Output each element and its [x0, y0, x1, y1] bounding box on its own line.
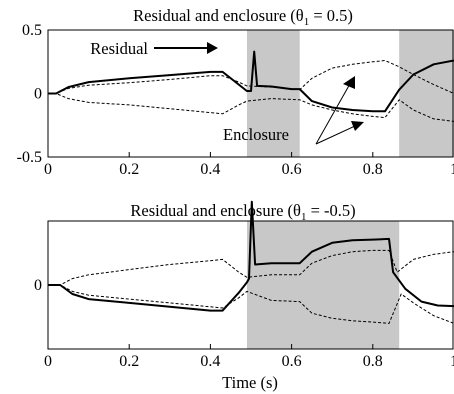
top-y-tick-label-0: -0.5 [17, 149, 42, 166]
bottom-shaded-intervals [246, 221, 400, 349]
bottom-x-tick-label-3: 0.6 [282, 353, 302, 370]
bottom-x-tick-label-2: 0.4 [200, 353, 220, 370]
top-x-tick-label-0: 0 [44, 161, 52, 178]
bottom-panel: Residual and enclosure (θ1 = -0.5) 0 0.2 0… [34, 200, 454, 370]
bottom-y-tick-label-0: 0 [34, 277, 42, 294]
residual-annotation: Residual [90, 39, 148, 58]
bottom-x-tick-label-1: 0.2 [119, 353, 139, 370]
bottom-ticks: 0 0.2 0.4 0.6 0.8 1 0 [34, 277, 454, 370]
bottom-residual-line [48, 200, 454, 312]
enclosure-arrow-upper [315, 81, 352, 145]
bottom-series-lines [48, 200, 454, 324]
top-x-tick-label-1: 0.2 [119, 161, 139, 178]
x-axis-label: Time (s) [222, 373, 278, 392]
bottom-panel-title: Residual and enclosure (θ1 = -0.5) [130, 201, 355, 223]
enclosure-annotation: Enclosure [223, 125, 289, 144]
top-enclosure-upper-line [48, 60, 454, 94]
top-panel: Residual and enclosure (θ1 = 0.5) 0 0.2 0.… [17, 6, 454, 178]
top-y-tick-label-2: 0.5 [22, 22, 42, 39]
bottom-enclosure-upper-line [48, 249, 454, 286]
top-x-tick-label-5: 1 [450, 161, 454, 178]
top-enclosure-lower-line [48, 93, 454, 122]
enclosure-arrow-lower [315, 125, 356, 145]
top-panel-title: Residual and enclosure (θ1 = 0.5) [133, 6, 353, 28]
top-ticks: 0 0.2 0.4 0.6 0.8 1-0.500.5 [17, 22, 454, 178]
top-x-tick-label-3: 0.6 [282, 161, 302, 178]
top-x-tick-label-2: 0.4 [200, 161, 220, 178]
top-shaded-interval-0 [246, 30, 300, 157]
residual-arrowhead [207, 42, 218, 54]
bottom-enclosure-lower-line [48, 284, 454, 324]
bottom-shaded-interval-0 [246, 221, 400, 349]
top-y-tick-label-1: 0 [34, 86, 42, 103]
top-x-tick-label-4: 0.8 [363, 161, 383, 178]
top-annotations: Residual Enclosure [90, 39, 364, 145]
bottom-x-tick-label-5: 1 [450, 353, 454, 370]
top-shaded-interval-1 [399, 30, 454, 157]
bottom-x-tick-label-4: 0.8 [363, 353, 383, 370]
top-series-lines [48, 50, 454, 122]
top-shaded-intervals [246, 30, 454, 157]
top-residual-line [48, 50, 454, 113]
enclosure-arrowhead-upper [343, 76, 355, 89]
enclosure-arrowhead-lower [351, 121, 364, 131]
bottom-x-tick-label-0: 0 [44, 353, 52, 370]
